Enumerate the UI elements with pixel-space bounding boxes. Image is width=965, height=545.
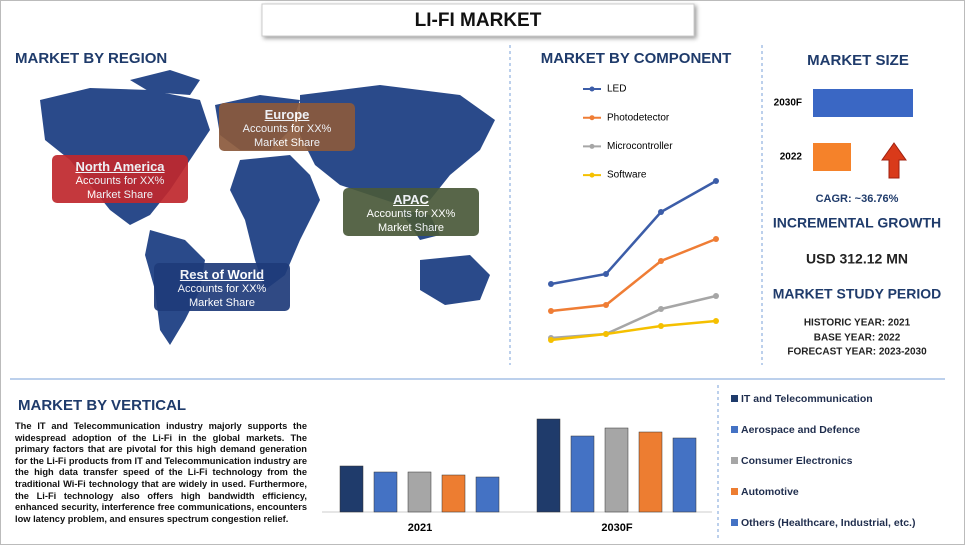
point [603, 302, 609, 308]
market-size-text: FORECAST YEAR: 2023-2030 [787, 347, 927, 358]
legend-label: Others (Healthcare, Industrial, etc.) [741, 517, 915, 529]
bar [536, 418, 561, 513]
region-box: Europe Accounts for XX% Market Share [219, 103, 355, 151]
point [658, 258, 664, 264]
bar [570, 435, 595, 513]
legend-label: Automotive [741, 486, 799, 498]
region-text: Accounts for XX% Market Share [75, 175, 165, 201]
market-size-text: INCREMENTAL GROWTH [773, 215, 941, 231]
region-text: Accounts for XX% Market Share [366, 208, 456, 234]
bar [604, 427, 629, 513]
chart-title: MARKET BY COMPONENT [541, 50, 732, 67]
series-line [550, 319, 717, 342]
legend-label: Consumer Electronics [741, 455, 853, 467]
legend-label: Software [607, 170, 647, 181]
series-line [550, 294, 717, 340]
legend-label: LED [607, 84, 626, 95]
region-box: Rest of World Accounts for XX% Market Sha… [154, 263, 290, 311]
point [713, 318, 719, 324]
legend-label: Photodetector [607, 112, 670, 123]
region-box: APAC Accounts for XX% Market Share [343, 188, 479, 236]
point [603, 271, 609, 277]
legend-marker [589, 115, 595, 121]
legend-label: Aerospace and Defence [741, 424, 860, 436]
region-heading: MARKET BY REGION [15, 50, 167, 67]
legend-label: IT and Telecommunication [741, 393, 873, 405]
series-line [550, 237, 717, 313]
legend-marker [589, 172, 595, 178]
point [658, 209, 664, 215]
region-name: Europe [264, 107, 310, 122]
region-name: APAC [393, 192, 429, 207]
market-size-text: MARKET STUDY PERIOD [773, 286, 942, 302]
legend-swatch [731, 457, 738, 464]
bar [672, 437, 697, 513]
bar [441, 474, 466, 513]
region-name: North America [75, 159, 165, 174]
legend-label: Microcontroller [607, 141, 673, 152]
market-size-text: USD 312.12 MN [806, 251, 908, 267]
category-label: 2030F [774, 98, 802, 109]
legend-swatch [731, 395, 738, 402]
region-name: Rest of World [179, 267, 265, 282]
chart-title: MARKET BY VERTICAL [18, 397, 186, 414]
vertical-text: The IT and Telecommunication industry ma… [15, 421, 307, 524]
category-label: 2022 [780, 152, 803, 163]
point [548, 281, 554, 287]
legend-swatch [731, 488, 738, 495]
market-size-text: HISTORIC YEAR: 2021 [804, 318, 911, 329]
point [658, 323, 664, 329]
point [658, 306, 664, 312]
bar [638, 431, 663, 513]
region-text: Accounts for XX% Market Share [177, 283, 267, 309]
bar [373, 471, 398, 513]
region-text: Accounts for XX% Market Share [242, 123, 332, 149]
market-size-text: CAGR: ~36.76% [816, 193, 899, 205]
point [548, 337, 554, 343]
legend-marker [589, 86, 595, 92]
chart-title: MARKET SIZE [807, 52, 909, 69]
x-tick-label: 2021 [408, 522, 432, 534]
legend-swatch [731, 519, 738, 526]
series-line [550, 179, 717, 286]
bar [813, 143, 851, 171]
legend-marker [589, 143, 595, 149]
point [713, 178, 719, 184]
point [603, 331, 609, 337]
market-size-text: BASE YEAR: 2022 [814, 333, 901, 344]
bar [813, 89, 913, 117]
point [713, 293, 719, 299]
legend-swatch [731, 426, 738, 433]
title: LI-FI MARKET [415, 10, 542, 31]
bar [475, 476, 500, 513]
title-box [261, 3, 695, 37]
region-box: North America Accounts for XX% Market Sha… [52, 155, 188, 203]
point [548, 308, 554, 314]
arrow-icon [881, 142, 907, 179]
point [713, 236, 719, 242]
bar [407, 471, 432, 513]
bar [339, 465, 364, 513]
x-tick-label: 2030F [601, 522, 632, 534]
